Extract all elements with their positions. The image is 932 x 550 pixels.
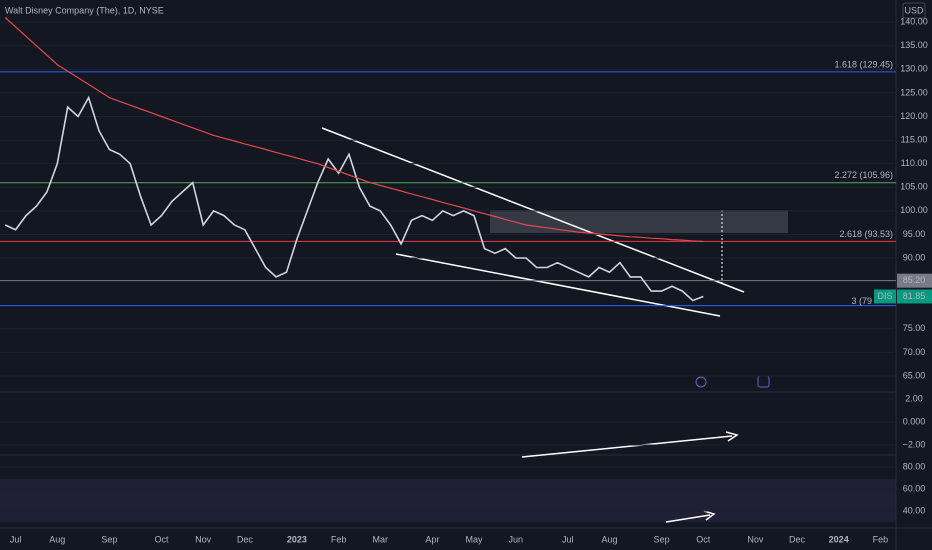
y-tick-label: 110.00	[901, 158, 928, 168]
y-tick-label: 115.00	[901, 134, 928, 144]
price-line	[4, 95, 704, 302]
y-tick-label: 0.000	[903, 416, 926, 426]
divergence-arrow	[521, 435, 733, 458]
x-tick-label: Sep	[654, 534, 670, 544]
currency-box	[902, 2, 926, 19]
x-tick-label: Nov	[195, 534, 212, 544]
arrow-head	[725, 431, 739, 442]
currency: USD	[904, 5, 924, 15]
y-tick-label: 65.00	[903, 370, 926, 380]
fib-label: 3 (79	[851, 296, 872, 306]
x-tick-label: Mar	[373, 534, 389, 544]
trendline	[321, 127, 745, 293]
y-tick-label: 120.00	[900, 111, 928, 121]
x-tick-label: Jul	[10, 534, 22, 544]
y-tick-label: 100.00	[900, 205, 928, 215]
fib-label: 2.618 (93.53)	[839, 229, 893, 239]
x-tick-label: Aug	[601, 534, 617, 544]
y-tick-label: 80.00	[903, 461, 926, 471]
x-tick-label: Oct	[696, 534, 711, 544]
y-tick-label: 105.00	[900, 182, 928, 192]
x-tick-label: 2024	[829, 534, 849, 544]
arrow-head	[703, 510, 716, 521]
symbol-tag	[874, 289, 896, 304]
y-tick-label: 125.00	[900, 87, 928, 97]
y-tick-label: 2.00	[905, 393, 923, 403]
y-tick-label: 75.00	[903, 323, 926, 333]
price-line	[4, 17, 704, 243]
y-tick-label: 95.00	[903, 229, 926, 239]
x-tick-label: Jun	[508, 534, 523, 544]
marker-tag-label: 85.20	[903, 275, 926, 285]
x-tick-label: Oct	[154, 534, 169, 544]
symbol-title: Walt Disney Company (The), 1D, NYSE	[5, 5, 164, 15]
x-tick-label: Sep	[101, 534, 117, 544]
divergence-arrow	[665, 514, 711, 523]
y-tick-label: 70.00	[903, 347, 926, 357]
fib-label: 2.272 (105.96)	[834, 170, 893, 180]
x-tick-label: May	[466, 534, 484, 544]
x-tick-label: Dec	[789, 534, 806, 544]
fib-label: 1.618 (129.45)	[834, 59, 893, 69]
x-tick-label: Jul	[562, 534, 574, 544]
x-tick-label: Nov	[747, 534, 764, 544]
price-tag	[897, 289, 932, 304]
marker-tag	[897, 273, 932, 288]
y-tick-label: 60.00	[903, 483, 926, 493]
y-tick-label: 40.00	[903, 505, 926, 515]
symbol-tag-label: DIS	[877, 291, 892, 301]
y-tick-label: 140.00	[900, 17, 928, 27]
y-tick-label: 135.00	[900, 40, 928, 50]
event-icon[interactable]	[695, 376, 707, 388]
rsi-band	[0, 479, 896, 522]
x-tick-label: Aug	[49, 534, 65, 544]
y-tick-label: 90.00	[903, 252, 926, 262]
x-tick-label: Dec	[237, 534, 254, 544]
x-tick-label: Apr	[425, 534, 439, 544]
range-box	[490, 210, 788, 233]
x-tick-label: Feb	[873, 534, 889, 544]
y-tick-label: −2.00	[903, 439, 926, 449]
y-tick-label: 130.00	[900, 64, 928, 74]
x-tick-label: Feb	[331, 534, 347, 544]
x-tick-label: 2023	[287, 534, 307, 544]
price-tag-label: 81.85	[903, 291, 926, 301]
